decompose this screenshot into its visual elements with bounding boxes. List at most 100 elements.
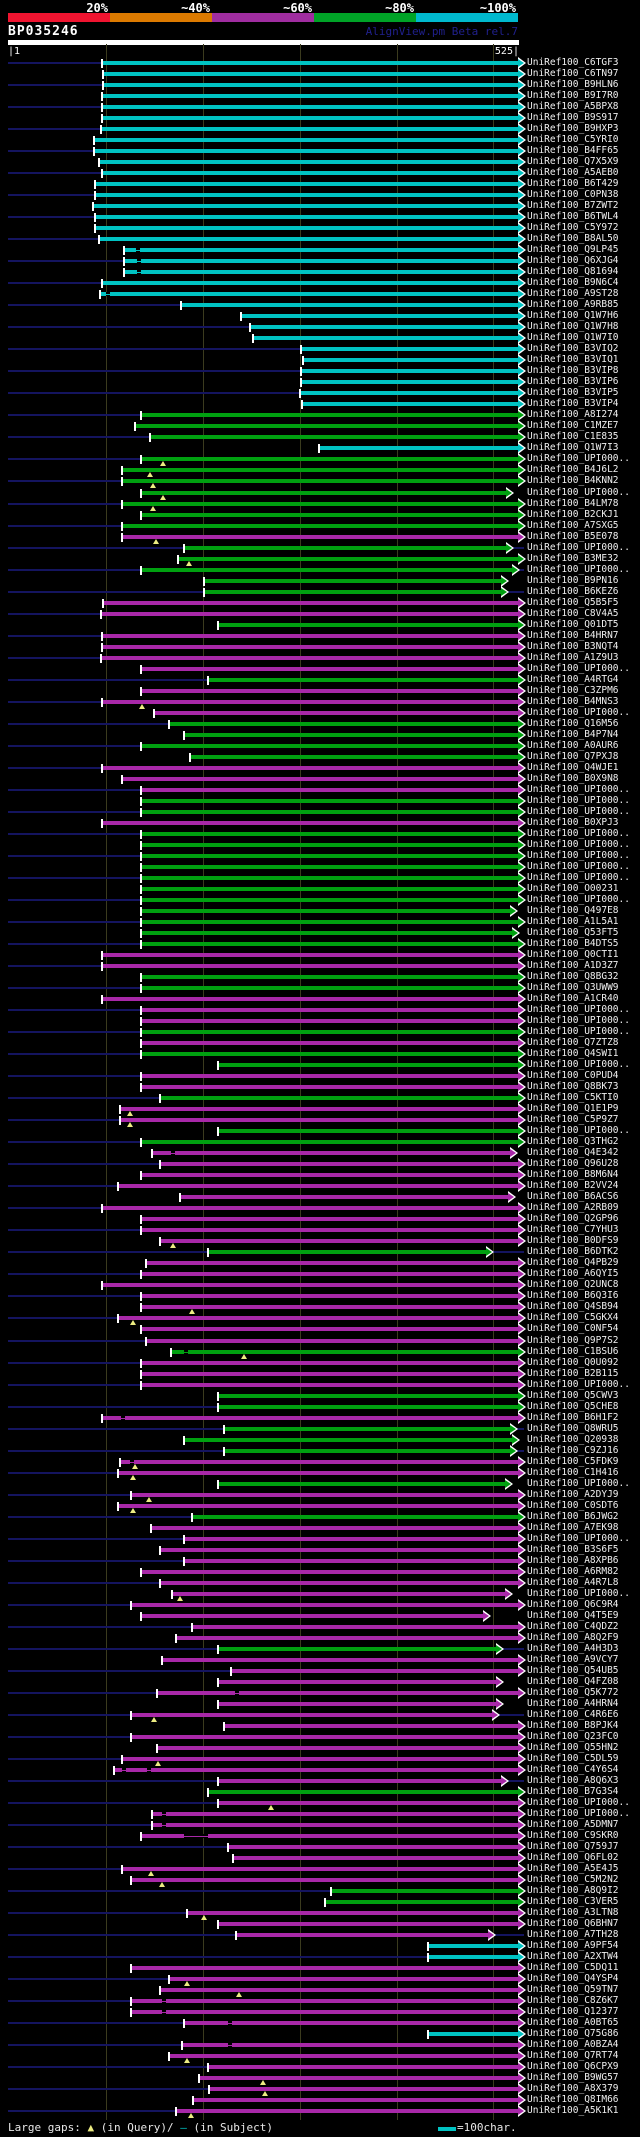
hit-bar[interactable]	[157, 1746, 518, 1750]
row-label[interactable]: UniRef100_B6KEZ6	[527, 586, 619, 597]
hit-bar[interactable]	[160, 1239, 518, 1243]
row-label[interactable]: UniRef100_UPI000..	[527, 850, 630, 861]
hit-bar[interactable]	[169, 1977, 518, 1981]
row-label[interactable]: UniRef100_Q81694	[527, 266, 619, 277]
hit-bar[interactable]	[218, 623, 518, 627]
row-label[interactable]: UniRef100_UPI000..	[527, 784, 630, 795]
hit-bar[interactable]	[120, 1118, 518, 1122]
row-label[interactable]: UniRef100_Q01DT5	[527, 619, 619, 630]
row-label[interactable]: UniRef100_UPI000..	[527, 1059, 630, 1070]
hit-bar[interactable]	[146, 1339, 518, 1343]
hit-bar[interactable]	[131, 1713, 492, 1717]
hit-bar[interactable]	[224, 1427, 510, 1431]
row-label[interactable]: UniRef100_A0AUR6	[527, 740, 619, 751]
row-label[interactable]: UniRef100_A2XTW4	[527, 1951, 619, 1962]
row-label[interactable]: UniRef100_C5FDK9	[527, 1456, 619, 1467]
row-label[interactable]: UniRef100_UPI000..	[527, 894, 630, 905]
row-label[interactable]: UniRef100_UPI000..	[527, 795, 630, 806]
row-label[interactable]: UniRef100_A0BZA4	[527, 2039, 619, 2050]
row-label[interactable]: UniRef100_C0SDT6	[527, 1500, 619, 1511]
row-label[interactable]: UniRef100_Q8BK73	[527, 1081, 619, 1092]
row-label[interactable]: UniRef100_C5M2N2	[527, 1874, 619, 1885]
hit-bar[interactable]	[218, 1779, 501, 1783]
row-label[interactable]: UniRef100_B4J6L2	[527, 464, 619, 475]
row-label[interactable]: UniRef100_A4HRN4	[527, 1698, 619, 1709]
hit-bar[interactable]	[241, 314, 518, 318]
row-label[interactable]: UniRef100_B3VIP4	[527, 398, 619, 409]
hit-bar[interactable]	[102, 766, 518, 770]
hit-bar[interactable]	[208, 1250, 486, 1254]
row-label[interactable]: UniRef100_B2CKJ1	[527, 509, 619, 520]
hit-bar[interactable]	[218, 1801, 518, 1805]
row-label[interactable]: UniRef100_A0BT65	[527, 2017, 619, 2028]
hit-bar[interactable]	[131, 2010, 518, 2014]
hit-bar[interactable]	[141, 865, 518, 869]
row-label[interactable]: UniRef100_A8I274	[527, 409, 619, 420]
hit-bar[interactable]	[236, 1933, 488, 1937]
row-label[interactable]: UniRef100_A5DMN7	[527, 1819, 619, 1830]
row-label[interactable]: UniRef100_B9N6C4	[527, 277, 619, 288]
row-label[interactable]: UniRef100_C4R6E6	[527, 1709, 619, 1720]
hit-bar[interactable]	[135, 424, 518, 428]
hit-bar[interactable]	[171, 1350, 518, 1354]
row-label[interactable]: UniRef100_Q4FZ08	[527, 1676, 619, 1687]
row-label[interactable]: UniRef100_UPI000..	[527, 707, 630, 718]
row-label[interactable]: UniRef100_UPI000..	[527, 1797, 630, 1808]
hit-bar[interactable]	[141, 513, 518, 517]
hit-bar[interactable]	[102, 634, 518, 638]
row-label[interactable]: UniRef100_B3S6F5	[527, 1544, 619, 1555]
row-label[interactable]: UniRef100_C9SKR0	[527, 1830, 619, 1841]
hit-bar[interactable]	[233, 1856, 518, 1860]
hit-bar[interactable]	[172, 1592, 505, 1596]
hit-bar[interactable]	[122, 1757, 518, 1761]
hit-bar[interactable]	[95, 182, 518, 186]
row-label[interactable]: UniRef100_B4KNN2	[527, 475, 619, 486]
hit-bar[interactable]	[103, 83, 518, 87]
hit-bar[interactable]	[102, 94, 518, 98]
row-label[interactable]: UniRef100_A9PF54	[527, 1940, 619, 1951]
row-label[interactable]: UniRef100_B9S917	[527, 112, 619, 123]
hit-bar[interactable]	[141, 810, 518, 814]
hit-bar[interactable]	[99, 237, 518, 241]
hit-bar[interactable]	[114, 1768, 518, 1772]
row-label[interactable]: UniRef100_A8XPB6	[527, 1555, 619, 1566]
row-label[interactable]: UniRef100_Q20938	[527, 1434, 619, 1445]
hit-bar[interactable]	[253, 336, 518, 340]
hit-bar[interactable]	[141, 942, 518, 946]
row-label[interactable]: UniRef100_Q7ZTZ8	[527, 1037, 619, 1048]
hit-bar[interactable]	[122, 524, 518, 528]
hit-bar[interactable]	[250, 325, 518, 329]
row-label[interactable]: UniRef100_A1D3Z7	[527, 960, 619, 971]
hit-bar[interactable]	[124, 259, 518, 263]
hit-bar[interactable]	[160, 1581, 518, 1585]
row-label[interactable]: UniRef100_B3NQT4	[527, 641, 619, 652]
row-label[interactable]: UniRef100_Q1W7H6	[527, 310, 619, 321]
row-label[interactable]: UniRef100_UPI000..	[527, 861, 630, 872]
hit-bar[interactable]	[141, 413, 518, 417]
row-label[interactable]: UniRef100_Q1W7I3	[527, 442, 619, 453]
hit-bar[interactable]	[141, 1361, 518, 1365]
hit-bar[interactable]	[178, 557, 518, 561]
row-label[interactable]: UniRef100_A7EK98	[527, 1522, 619, 1533]
hit-bar[interactable]	[101, 656, 518, 660]
row-label[interactable]: UniRef100_UPI000..	[527, 1379, 630, 1390]
row-label[interactable]: UniRef100_C0PN38	[527, 189, 619, 200]
hit-bar[interactable]	[122, 1867, 518, 1871]
row-label[interactable]: UniRef100_Q75G86	[527, 2028, 619, 2039]
hit-bar[interactable]	[141, 799, 518, 803]
hit-bar[interactable]	[204, 590, 501, 594]
row-label[interactable]: UniRef100_Q0U092	[527, 1357, 619, 1368]
row-label[interactable]: UniRef100_Q6CPX9	[527, 2061, 619, 2072]
hit-bar[interactable]	[204, 579, 501, 583]
hit-bar[interactable]	[162, 1658, 518, 1662]
hit-bar[interactable]	[141, 931, 512, 935]
hit-bar[interactable]	[131, 1493, 518, 1497]
row-label[interactable]: UniRef100_Q4T5E9	[527, 1610, 619, 1621]
hit-bar[interactable]	[300, 391, 518, 395]
hit-bar[interactable]	[141, 1041, 518, 1045]
hit-bar[interactable]	[122, 468, 518, 472]
row-label[interactable]: UniRef100_B6TWL4	[527, 211, 619, 222]
hit-bar[interactable]	[120, 1460, 518, 1464]
row-label[interactable]: UniRef100_A3LTN8	[527, 1907, 619, 1918]
row-label[interactable]: UniRef100_C3ZPM6	[527, 685, 619, 696]
